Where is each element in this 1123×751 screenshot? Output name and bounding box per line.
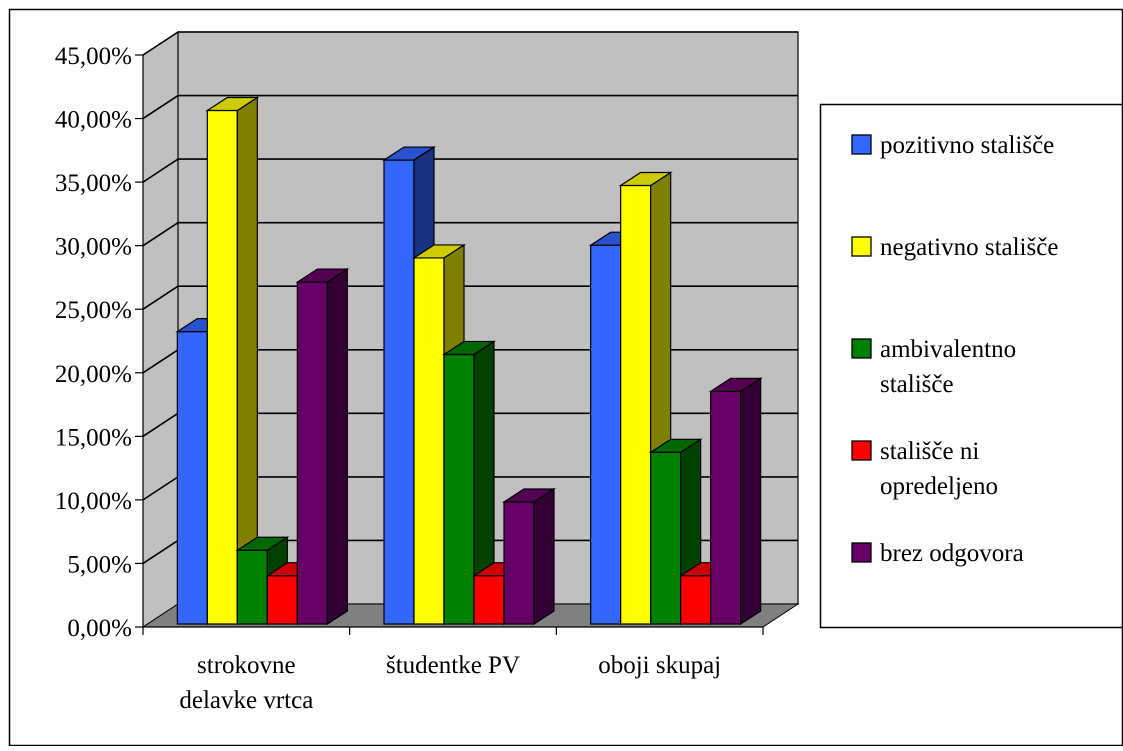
x-category-label-line: strokovne <box>197 652 296 679</box>
bar-side <box>740 377 762 626</box>
bars <box>175 96 763 626</box>
bar-brez-odgovora <box>708 377 763 626</box>
bar-front <box>443 353 475 625</box>
y-tick-label: 5,00% <box>67 551 132 578</box>
y-tick-label: 10,00% <box>55 488 132 515</box>
x-category-label: oboji skupaj <box>598 652 721 679</box>
legend: pozitivno stališče negativno stališče ambi… <box>819 103 1123 629</box>
bar-brez-odgovora <box>501 487 557 626</box>
x-category-label: študentke PV <box>386 652 520 679</box>
legend-swatch <box>851 440 872 461</box>
bar-brez-odgovora <box>295 267 350 626</box>
x-category-label-line: študentke PV <box>386 652 520 679</box>
y-tick-label: 15,00% <box>55 424 132 451</box>
legend-swatch <box>851 338 872 359</box>
legend-box <box>819 103 1123 629</box>
y-tick-label: 40,00% <box>55 107 132 134</box>
bar-ambivalentno-stališče <box>441 340 497 626</box>
gridline <box>142 158 798 183</box>
bar-top <box>411 244 467 259</box>
bar-side <box>533 487 555 626</box>
y-tick-label: 30,00% <box>55 234 132 261</box>
legend-item: stališče ni opredeljeno <box>851 438 998 500</box>
bar-front <box>266 575 298 625</box>
bar-front <box>650 451 682 625</box>
legend-label-line: stališče <box>880 371 954 398</box>
legend-swatch <box>851 134 872 155</box>
x-axis: strokovne delavke vrtca študentke PV oboji … <box>142 626 764 714</box>
bar-front <box>176 331 208 625</box>
legend-label: stališče ni opredeljeno <box>880 438 998 500</box>
legend-label-line: negativno stališče <box>880 234 1058 261</box>
y-tick-label: 20,00% <box>55 361 132 388</box>
legend-label: brez odgovora <box>880 540 1024 567</box>
bar-top <box>648 438 703 453</box>
x-category-label-line: delavke vrtca <box>179 687 313 714</box>
bar-top <box>205 96 260 112</box>
legend-label-line: ambivalentno <box>880 336 1016 363</box>
bar-front <box>503 501 535 625</box>
bar-front <box>383 159 415 625</box>
bar-top <box>501 488 557 503</box>
x-category-label: strokovne delavke vrtca <box>179 652 313 714</box>
legend-label-line: opredeljeno <box>880 473 998 500</box>
bar-front <box>413 257 445 625</box>
y-tick-label: 35,00% <box>55 170 132 197</box>
x-category-label-line: oboji skupaj <box>598 652 721 679</box>
legend-item: brez odgovora <box>851 540 1024 567</box>
legend-item: pozitivno stališče <box>851 132 1054 159</box>
y-axis-tick-labels: 0,00% 5,00% 10,00% 15,00% 20,00% 25,00% 30,00%… <box>55 43 143 642</box>
bar-top <box>708 377 763 392</box>
y-tick-label: 25,00% <box>55 297 132 324</box>
gridline <box>142 94 798 120</box>
bar-front <box>206 109 238 625</box>
gridline <box>142 31 798 56</box>
y-tick-label: 0,00% <box>67 615 132 642</box>
side-wall <box>142 31 179 628</box>
bar-top <box>295 268 350 283</box>
bar-top <box>441 340 497 356</box>
bar-front <box>236 549 268 625</box>
gridline <box>142 221 798 247</box>
legend-label: pozitivno stališče <box>880 132 1054 159</box>
legend-label-line: pozitivno stališče <box>880 132 1054 159</box>
y-tick-label: 45,00% <box>55 43 132 70</box>
legend-label-line: brez odgovora <box>880 540 1024 567</box>
bar-top <box>235 536 290 551</box>
bar-front <box>590 244 622 625</box>
bar-top <box>381 146 437 161</box>
bar-front <box>710 390 742 625</box>
legend-swatch <box>851 542 872 563</box>
legend-label: ambivalentno stališče <box>880 336 1016 398</box>
legend-item: ambivalentno stališče <box>851 336 1016 398</box>
bar-front <box>296 281 328 625</box>
legend-item: negativno stališče <box>851 234 1058 261</box>
legend-label: negativno stališče <box>880 234 1058 261</box>
bar-side <box>326 267 348 626</box>
legend-swatch <box>851 236 872 257</box>
bar-top <box>618 171 673 187</box>
bar-front <box>680 575 712 625</box>
bar-front <box>620 184 652 625</box>
bar-front <box>473 575 505 625</box>
bar-negativno-stališče <box>205 96 260 626</box>
legend-label-line: stališče ni <box>880 438 979 465</box>
